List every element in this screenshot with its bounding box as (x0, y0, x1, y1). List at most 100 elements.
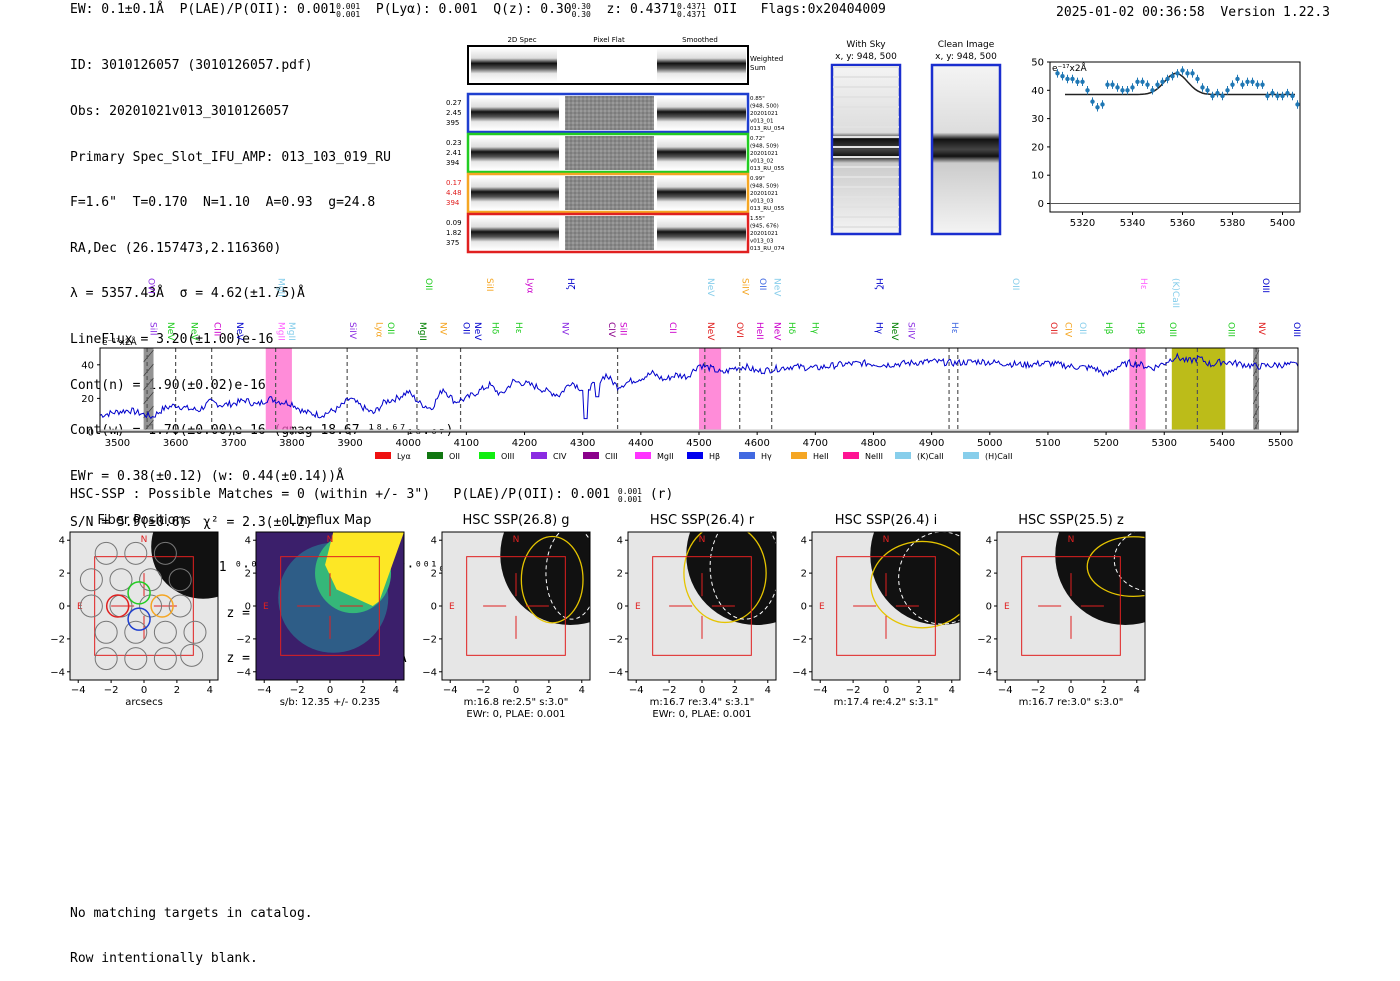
zoom-ytick-label: 30 (1031, 114, 1044, 125)
panel-ytick-label: 4 (986, 536, 992, 547)
panel-xtick-label: 2 (732, 685, 738, 696)
panel-xtick-label: −2 (290, 685, 305, 696)
panel-caption: EWr: 0, PLAE: 0.001 (466, 709, 565, 720)
cutout-smoothed (657, 97, 746, 130)
fiber-circle (79, 568, 103, 592)
zoom-data-point (1195, 76, 1200, 82)
east-label: E (1004, 602, 1010, 612)
panel-ytick-label: 4 (617, 536, 623, 547)
panel-ytick-label: −2 (792, 634, 807, 645)
fiber-circle (180, 643, 204, 667)
panel-xtick-label: 0 (327, 685, 333, 696)
line-id-label: NeV (889, 322, 899, 341)
plae-lo: 0.001 (336, 10, 361, 19)
aperture-box (466, 556, 566, 656)
line-id-label: OIII (1260, 278, 1270, 293)
hsc-band: (r) (649, 487, 674, 502)
panel-caption: EWr: 0, PLAE: 0.001 (652, 709, 751, 720)
header-meta: 2025-01-02 00:36:58 Version 1.22.3 (1056, 5, 1330, 20)
spec-ytick-label: 20 (81, 394, 94, 405)
line-id-label: OII (1010, 278, 1020, 290)
line-id-label: SiII (148, 322, 158, 336)
bright-source (1055, 532, 1145, 626)
spec-xtick-label: 3500 (105, 438, 130, 449)
panel-xtick-label: −2 (104, 685, 119, 696)
panel-ytick-label: −4 (608, 667, 623, 678)
zoom-ytick-label: 40 (1031, 86, 1044, 97)
panel-xtick-label: −2 (846, 685, 861, 696)
zoom-ytick-label: 50 (1031, 58, 1044, 69)
line-id-label: NeV (705, 322, 715, 341)
panel-ytick-label: −4 (977, 667, 992, 678)
panel-caption: m:17.4 re:4.2" s:3.1" (834, 697, 939, 708)
cutout-left-stat: 1.82 (446, 229, 462, 237)
cutout-2dspec (471, 177, 559, 210)
panel-ytick-label: −4 (50, 667, 65, 678)
spec-xtick-label: 4100 (454, 438, 479, 449)
hsc-plae: P(LAE)/P(OII): 0.001 (453, 487, 611, 502)
line-id-label: Hδ (786, 322, 796, 335)
fiber-circle (153, 541, 177, 565)
zoom-data-point (1175, 71, 1180, 76)
galaxy-ellipse-dashed (545, 532, 590, 620)
zoom-fit-curve (1065, 72, 1295, 96)
zoom-data-point (1240, 82, 1245, 87)
fiber-circle (153, 620, 177, 644)
fiber-circle (153, 647, 177, 671)
panel-ytick-label: 4 (801, 536, 807, 547)
cutout-smoothed (657, 177, 746, 210)
line-id-label: OVI (734, 322, 744, 338)
line-id-label: MgII (276, 278, 286, 297)
line-id-label: Hγ (874, 322, 884, 335)
fiber-blue (127, 607, 151, 631)
panel-ytick-label: 0 (59, 602, 65, 613)
cutout-right-info: 1.55" (750, 216, 765, 222)
info-line: S/N = 5.9(±0.6) χ² = 2.3(±0.2) (70, 514, 313, 530)
legend-label: (H)CaII (985, 452, 1012, 461)
cutout-right-info: v013_03 (750, 239, 774, 245)
zoom-data-point (1290, 93, 1295, 99)
line-id-label: OIII (1167, 322, 1177, 337)
cutout-right-info: (948, 509) (750, 144, 779, 150)
spec-ytick-label: 40 (81, 360, 94, 371)
spec-xtick-label: 4300 (570, 438, 595, 449)
cutout-right-info: 20201021 (750, 111, 778, 117)
legend-swatch (791, 452, 807, 459)
spec-xtick-label: 4000 (395, 438, 420, 449)
info-line: λ = 5357.43Å σ = 4.62(±1.75)Å (70, 286, 305, 302)
panel-xtick-label: 2 (916, 685, 922, 696)
panel-ytick-label: −4 (422, 667, 437, 678)
plae-value: P(LAE)/P(OII): 0.001 (179, 2, 337, 17)
spec-xtick-label: 3700 (221, 438, 246, 449)
bright-source (870, 532, 960, 626)
line-id-label: HeII (754, 322, 764, 340)
legend-swatch (739, 452, 755, 459)
spec-xtick-label: 5100 (1035, 438, 1060, 449)
aperture-box (94, 556, 194, 656)
with-sky-title: With Sky (846, 40, 886, 50)
legend-label: CIII (605, 452, 618, 461)
datetime: 2025-01-02 00:36:58 (1056, 5, 1205, 20)
panel-hsc: HSC SSP(25.5) z N E −4 −4 −2 −2 0 0 2 2 4 4 m:16.7 re… (977, 513, 1146, 708)
spec-xtick-label: 4700 (803, 438, 828, 449)
cutout-right-info: 013_RU_055 (750, 166, 785, 172)
cutout-right-info: v013_02 (750, 159, 774, 165)
zoom-data-point (1220, 93, 1225, 99)
panel-xtick-label: 0 (883, 685, 889, 696)
q-lo: 0.30 (571, 10, 591, 19)
cutout-right-info: 0.85" (750, 96, 765, 102)
zoom-data-point (1190, 71, 1195, 76)
panel-lineflux: Lineflux Map N E −4 −4 −2 −2 0 0 2 2 4 4 s/b: 12.35 +… (236, 513, 405, 708)
panel-content (256, 532, 404, 680)
line-id-label: Hζ (565, 278, 575, 290)
line-id-label: MgII (276, 322, 286, 341)
col-title-smoothed: Smoothed (682, 36, 718, 44)
flags-value: Flags:0x20404009 (760, 2, 886, 17)
aperture-box (280, 556, 380, 656)
z-line: OII (713, 2, 738, 17)
panel-content (812, 532, 960, 680)
panel-ytick-label: −4 (236, 667, 251, 678)
cutout-pixelflat (565, 96, 654, 130)
cutout-right-info: v013_01 (750, 119, 774, 125)
panel-ytick-label: 0 (986, 602, 992, 613)
